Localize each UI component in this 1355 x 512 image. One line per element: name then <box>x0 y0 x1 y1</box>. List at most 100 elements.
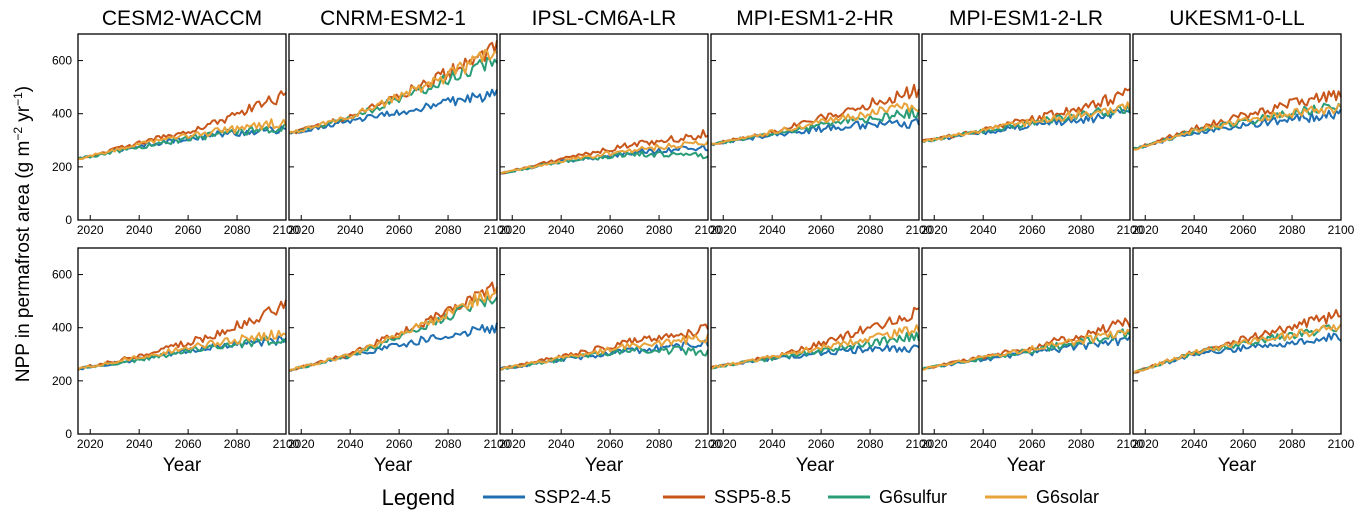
x-tick-label: 2020 <box>499 223 526 237</box>
x-tick-label: 2040 <box>548 437 575 451</box>
x-tick-label: 2040 <box>548 223 575 237</box>
y-tick-label: 200 <box>52 374 72 388</box>
x-axis-label: Year <box>374 455 413 476</box>
x-tick-label: 2040 <box>126 437 153 451</box>
series-line-ssp5-8-5 <box>710 306 920 370</box>
x-tick-label: 2080 <box>224 223 251 237</box>
x-tick-label: 2020 <box>710 437 737 451</box>
series-line-g6sulfur <box>77 335 287 371</box>
panel-frame <box>288 247 498 435</box>
panel-frame <box>77 33 287 221</box>
x-tick-label: 2020 <box>499 437 526 451</box>
x-tick-label: 2020 <box>1132 437 1159 451</box>
series-line-g6solar <box>499 333 709 371</box>
panel-mpi-esm1-2-lr-row1: MPI-ESM1-2-LR 2020 2040 2060 2080 2100 <box>921 7 1144 237</box>
panel-cnrm-esm2-1-row1: CNRM-ESM2-1 2020 2040 2060 2080 2100 <box>288 7 511 237</box>
x-tick-label: 2020 <box>1132 223 1159 237</box>
panel-ipsl-cm6a-lr-row2: 2020 2040 2060 2080 2100 Year <box>499 247 722 476</box>
panel-ukesm1-0-ll-row1: UKESM1-0-LL 2020 2040 2060 2080 2100 <box>1132 7 1355 237</box>
x-tick-label: 2040 <box>970 437 997 451</box>
x-tick-label: 2080 <box>1279 437 1306 451</box>
panel-frame <box>77 247 287 435</box>
panel-frame <box>1132 33 1342 221</box>
legend-entry-ssp2-4-5: SSP2-4.5 <box>483 487 611 507</box>
panel-title: UKESM1-0-LL <box>1169 7 1304 30</box>
x-tick-label: 2060 <box>386 223 413 237</box>
series-line-g6solar <box>288 286 498 372</box>
series-line-ssp2-4-5 <box>288 88 498 135</box>
x-tick-label: 2100 <box>1117 223 1144 237</box>
x-tick-label: 2060 <box>808 223 835 237</box>
series-line-g6solar <box>77 329 287 371</box>
series-line-g6solar <box>921 101 1131 143</box>
series-line-g6solar <box>1132 323 1342 375</box>
panel-frame <box>499 247 709 435</box>
x-tick-label: 2020 <box>77 437 104 451</box>
y-axis-title: NPP in permafrost area (g m−2 yr−1) <box>11 86 34 382</box>
panel-mpi-esm1-2-hr-row1: MPI-ESM1-2-HR 2020 2040 2060 2080 2100 <box>710 7 933 237</box>
x-axis-label: Year <box>1007 455 1046 476</box>
series-line-ssp2-4-5 <box>1132 332 1342 375</box>
panel-frame <box>921 33 1131 221</box>
x-tick-label: 2100 <box>1117 437 1144 451</box>
x-axis-label: Year <box>796 455 835 476</box>
x-tick-label: 2100 <box>906 223 933 237</box>
panel-grid: CESM2-WACCM 0 200 400 600 2020 2040 2060 2080 210… <box>52 7 1355 476</box>
x-tick-label: 2040 <box>759 223 786 237</box>
x-tick-label: 2060 <box>597 223 624 237</box>
panel-frame <box>288 33 498 221</box>
x-tick-label: 2060 <box>175 437 202 451</box>
series-line-ssp5-8-5 <box>77 299 287 371</box>
x-tick-label: 2080 <box>646 437 673 451</box>
y-tick-label: 0 <box>65 427 72 441</box>
legend-title: Legend <box>382 485 455 510</box>
x-tick-label: 2100 <box>1328 223 1355 237</box>
x-tick-label: 2100 <box>273 437 300 451</box>
x-tick-label: 2080 <box>857 437 884 451</box>
panel-ukesm1-0-ll-row2: 2020 2040 2060 2080 2100 Year <box>1132 247 1355 476</box>
series-line-ssp5-8-5 <box>499 129 709 175</box>
x-tick-label: 2100 <box>484 437 511 451</box>
series-line-g6solar <box>921 328 1131 371</box>
y-tick-label: 600 <box>52 54 72 68</box>
x-axis-label: Year <box>163 455 202 476</box>
x-tick-label: 2100 <box>484 223 511 237</box>
panel-title: MPI-ESM1-2-LR <box>949 7 1103 30</box>
panel-title: CESM2-WACCM <box>102 7 262 30</box>
series-line-g6solar <box>77 118 287 161</box>
x-tick-label: 2040 <box>1181 437 1208 451</box>
series-line-g6solar <box>1132 103 1342 151</box>
x-tick-label: 2060 <box>1019 437 1046 451</box>
series-line-ssp5-8-5 <box>77 90 287 160</box>
x-tick-label: 2020 <box>288 223 315 237</box>
series-line-ssp5-8-5 <box>1132 89 1342 150</box>
x-axis-label: Year <box>585 455 624 476</box>
legend-entry-ssp5-8-5: SSP5-8.5 <box>663 487 791 507</box>
x-tick-label: 2020 <box>921 437 948 451</box>
series-line-g6solar <box>710 324 920 370</box>
panel-mpi-esm1-2-hr-row2: 2020 2040 2060 2080 2100 Year <box>710 247 933 476</box>
series-line-g6solar <box>499 140 709 175</box>
series-line-g6solar <box>710 102 920 145</box>
x-tick-label: 2060 <box>808 437 835 451</box>
x-tick-label: 2060 <box>386 437 413 451</box>
x-axis-label: Year <box>1218 455 1257 476</box>
panel-ipsl-cm6a-lr-row1: IPSL-CM6A-LR 2020 2040 2060 2080 2100 <box>499 7 722 237</box>
series-line-g6sulfur <box>1132 102 1342 150</box>
x-tick-label: 2100 <box>695 437 722 451</box>
panel-frame <box>1132 247 1342 435</box>
legend-label: SSP2-4.5 <box>534 487 611 507</box>
panel-frame <box>921 247 1131 435</box>
series-line-ssp5-8-5 <box>288 40 498 135</box>
x-tick-label: 2080 <box>1068 437 1095 451</box>
legend-label: G6sulfur <box>879 487 947 507</box>
x-tick-label: 2040 <box>337 437 364 451</box>
x-tick-label: 2040 <box>759 437 786 451</box>
x-tick-label: 2020 <box>921 223 948 237</box>
y-axis-label: NPP in permafrost area (g m−2 yr−1) <box>11 86 34 382</box>
panel-frame <box>499 33 709 221</box>
x-tick-label: 2040 <box>337 223 364 237</box>
legend: Legend SSP2-4.5 SSP5-8.5 G6sulfur G6solar <box>382 485 1099 510</box>
x-tick-label: 2060 <box>1019 223 1046 237</box>
